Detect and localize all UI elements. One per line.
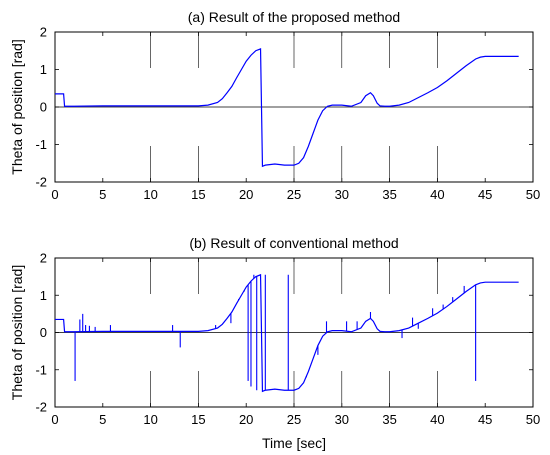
x-tick-label: 45 [478,187,492,202]
series-group [150,32,438,182]
y-tick-label: 2 [40,25,47,40]
y-tick-label: 0 [40,325,47,340]
x-tick-label: 45 [478,412,492,427]
x-tick-label: 35 [382,412,396,427]
x-tick-label: 10 [143,412,157,427]
x-tick-label: 20 [239,187,253,202]
y-tick-label: -1 [35,137,47,152]
x-tick-label: 5 [99,187,106,202]
y-tick-label: 0 [40,100,47,115]
x-tick-label: 50 [526,412,540,427]
series-group [150,258,438,407]
x-tick-label: 35 [382,187,396,202]
x-tick-label: 15 [191,412,205,427]
x-axis-label: Time [sec] [262,435,326,451]
x-tick-label: 5 [99,412,106,427]
x-tick-label: 0 [51,412,58,427]
x-tick-label: 20 [239,412,253,427]
y-tick-label: -1 [35,362,47,377]
x-tick-label: 50 [526,187,540,202]
panel-proposed-method: 0 5 10 15 20 25 30 35 40 45 50 -2 -1 0 1 2 (a) Result of… [9,9,540,202]
series-line-0 [55,273,519,393]
chart-title: (a) Result of the proposed method [188,9,400,25]
x-tick-label: 40 [430,412,444,427]
y-tick-label: 1 [40,288,47,303]
y-tick-label: -2 [35,400,47,415]
x-tick-label: 25 [287,187,301,202]
x-tick-label: 10 [143,187,157,202]
y-tick-label: 1 [40,62,47,77]
chart-title: (b) Result of conventional method [189,235,398,251]
x-tick-label: 30 [335,412,349,427]
series-line-0 [55,48,519,168]
y-axis-label: Theta of position [rad] [9,265,25,400]
x-tick-label: 25 [287,412,301,427]
x-tick-label: 40 [430,187,444,202]
y-tick-label: 2 [40,251,47,266]
y-tick-label: -2 [35,175,47,190]
panel-conventional-method: 0 5 10 15 20 25 30 35 40 45 50 -2 -1 0 1 2 (b) Result of… [9,235,540,451]
y-axis-label: Theta of position [rad] [9,39,25,174]
x-tick-label: 30 [335,187,349,202]
x-tick-label: 0 [51,187,58,202]
x-tick-label: 15 [191,187,205,202]
